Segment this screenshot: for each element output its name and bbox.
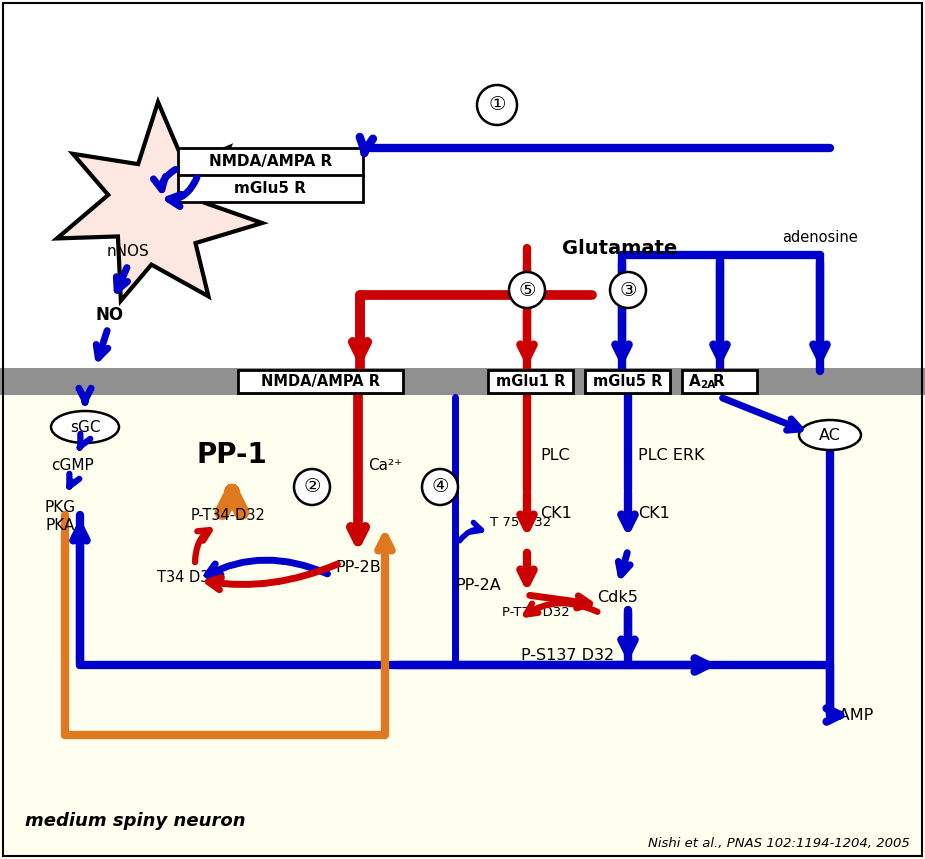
Bar	[488, 370, 573, 393]
Text: PP-2B: PP-2B	[335, 561, 381, 576]
Text: P-T75 D32: P-T75 D32	[502, 606, 570, 619]
Text: PLC ERK: PLC ERK	[638, 448, 705, 462]
Text: NMDA/AMPA R: NMDA/AMPA R	[209, 154, 332, 169]
Text: mGlu5 R: mGlu5 R	[235, 181, 306, 196]
Bar	[0, 368, 925, 395]
Text: PLC: PLC	[540, 448, 570, 462]
Text: AC: AC	[819, 428, 841, 442]
Text: ⑤: ⑤	[518, 281, 536, 300]
Text: NMDA/AMPA R: NMDA/AMPA R	[261, 374, 380, 389]
Bar	[238, 370, 403, 393]
Text: A: A	[689, 374, 701, 388]
Text: T34 D32: T34 D32	[157, 570, 219, 584]
Text: mGlu5 R: mGlu5 R	[593, 374, 662, 389]
Text: Ca²⁺: Ca²⁺	[368, 458, 402, 472]
Text: PP-1: PP-1	[197, 441, 267, 469]
Bar	[682, 370, 757, 393]
Text: ④: ④	[431, 478, 449, 497]
Text: nNOS: nNOS	[106, 245, 149, 259]
Text: ①: ①	[488, 95, 506, 114]
Text: sGC: sGC	[69, 419, 100, 435]
Text: CK1: CK1	[638, 505, 670, 521]
Circle shape	[294, 469, 330, 505]
Text: Glutamate: Glutamate	[562, 239, 678, 258]
Text: 2A: 2A	[700, 380, 715, 390]
Ellipse shape	[51, 411, 119, 443]
Circle shape	[477, 85, 517, 125]
Text: Cdk5: Cdk5	[598, 589, 638, 605]
Text: P-T34-D32: P-T34-D32	[191, 508, 265, 522]
Text: R: R	[712, 374, 724, 388]
Text: ②: ②	[303, 478, 321, 497]
Text: P-S137 D32: P-S137 D32	[522, 648, 614, 662]
Circle shape	[509, 272, 545, 308]
Bar	[178, 148, 363, 202]
Text: medium spiny neuron: medium spiny neuron	[25, 812, 246, 830]
Ellipse shape	[799, 420, 861, 450]
Bar	[585, 370, 670, 393]
Bar	[0, 395, 925, 859]
Text: ③: ③	[619, 281, 636, 300]
Circle shape	[610, 272, 646, 308]
Text: CK1: CK1	[540, 505, 572, 521]
Text: T 75-D32: T 75-D32	[490, 516, 551, 529]
Bar	[0, 0, 925, 395]
Circle shape	[422, 469, 458, 505]
Text: cAMP: cAMP	[831, 708, 873, 722]
Text: adenosine: adenosine	[783, 230, 857, 246]
Text: PKA: PKA	[45, 517, 75, 533]
Text: mGlu1 R: mGlu1 R	[496, 374, 565, 389]
Text: Nishi et al., PNAS 102:1194-1204, 2005: Nishi et al., PNAS 102:1194-1204, 2005	[648, 838, 910, 850]
Text: NO: NO	[96, 306, 124, 324]
Text: cGMP: cGMP	[51, 458, 93, 472]
Polygon shape	[57, 102, 262, 301]
Text: PP-2A: PP-2A	[455, 577, 500, 593]
Text: PKG: PKG	[44, 499, 76, 515]
